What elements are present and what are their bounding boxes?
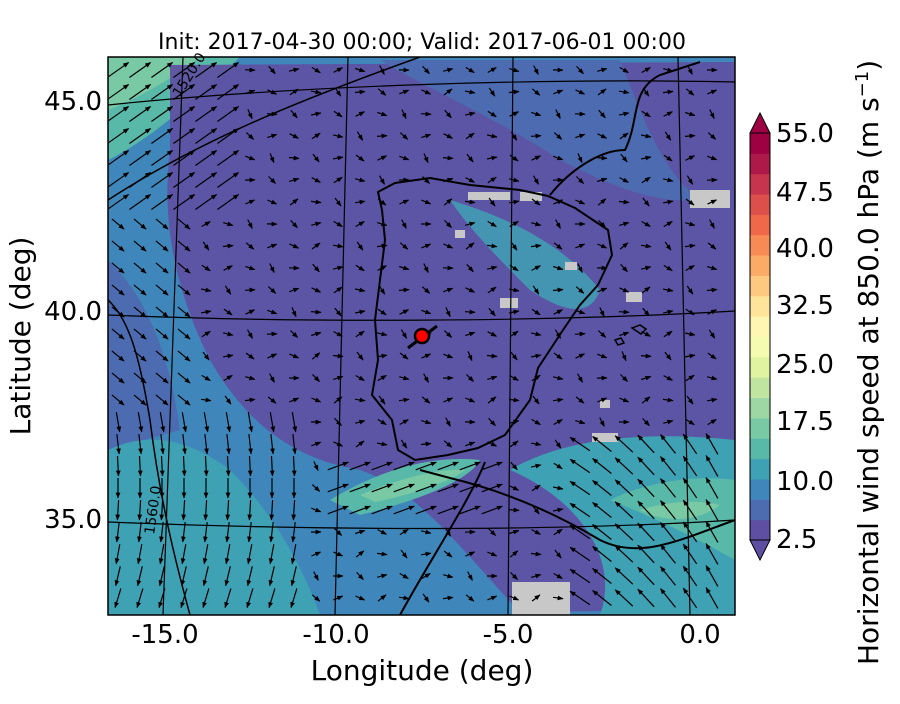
wind-vector <box>443 158 453 159</box>
colorbar-label: Horizontal wind speed at 850.0 hPa (m s−… <box>852 60 885 665</box>
y-axis-label: Latitude (deg) <box>4 237 37 436</box>
x-tick-label: -10.0 <box>302 620 369 650</box>
map-panel <box>107 57 735 615</box>
wind-vector <box>311 312 321 313</box>
colorbar-bin <box>750 499 770 520</box>
colorbar-tick-label: 25.0 <box>776 350 834 380</box>
wind-vector <box>245 290 255 291</box>
colorbar-bin <box>750 296 770 317</box>
x-tick-label: 0.0 <box>679 620 720 650</box>
wind-vector <box>575 334 585 335</box>
colorbar-bin <box>750 337 770 358</box>
wind-vector <box>619 312 629 313</box>
colorbar-bin <box>750 520 770 541</box>
wind-vector <box>531 136 541 137</box>
colorbar-bin <box>750 194 770 215</box>
x-axis-label: Longitude (deg) <box>311 654 534 687</box>
colorbar-ticks: 55.0 47.5 40.0 32.5 25.0 17.5 10.0 2.5 <box>776 119 834 555</box>
y-tick-label: 40.0 <box>44 297 102 327</box>
wind-vector <box>377 136 387 137</box>
colorbar-tick-label: 47.5 <box>776 178 834 208</box>
colorbar-bin <box>750 153 770 174</box>
colorbar-bin <box>750 214 770 235</box>
wind-vector <box>421 114 431 115</box>
colorbar-bin <box>750 377 770 398</box>
y-tick-label: 35.0 <box>44 505 102 535</box>
colorbar-tick-label: 2.5 <box>776 525 817 555</box>
colorbar-bin <box>750 438 770 459</box>
colorbar-bin <box>750 255 770 276</box>
colorbar-bin <box>750 398 770 419</box>
wind-vector <box>685 136 695 137</box>
wind-vector <box>597 158 607 159</box>
colorbar-tick-label: 17.5 <box>776 407 834 437</box>
wind-vector <box>267 114 277 115</box>
location-marker <box>415 329 429 343</box>
chart-title: Init: 2017-04-30 00:00; Valid: 2017-06-0… <box>158 30 686 55</box>
x-axis: -15.0 -10.0 -5.0 0.0 <box>131 620 720 650</box>
colorbar-bin <box>750 235 770 256</box>
colorbar-bin <box>750 316 770 337</box>
wind-vector <box>399 290 409 291</box>
colorbar <box>750 113 770 560</box>
colorbar-bin <box>750 459 770 480</box>
colorbar-extend-min <box>750 540 770 560</box>
colorbar-tick-label: 32.5 <box>776 291 834 321</box>
colorbar-tick-label: 10.0 <box>776 467 834 497</box>
colorbar-bin <box>750 275 770 296</box>
x-tick-label: -5.0 <box>483 620 534 650</box>
colorbar-bin <box>750 418 770 439</box>
y-axis: 45.0 40.0 35.0 <box>44 87 102 535</box>
x-tick-label: -15.0 <box>131 620 198 650</box>
colorbar-bin <box>750 133 770 154</box>
wind-vector <box>641 356 651 357</box>
colorbar-tick-label: 55.0 <box>776 119 834 149</box>
colorbar-bin <box>750 479 770 500</box>
colorbar-extend-max <box>750 113 770 133</box>
y-tick-label: 45.0 <box>44 87 102 117</box>
colorbar-bin <box>750 357 770 378</box>
colorbar-tick-label: 40.0 <box>776 234 834 264</box>
wind-vector <box>509 510 519 511</box>
wind-vector <box>465 312 475 313</box>
colorbar-bin <box>750 174 770 195</box>
